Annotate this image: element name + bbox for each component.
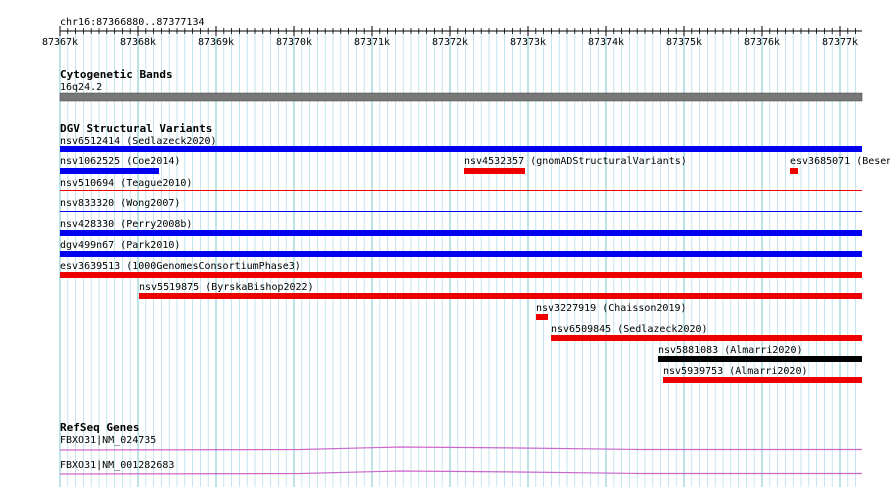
variant-label[interactable]: nsv833320 (Wong2007) [60, 198, 180, 209]
refseq-gene[interactable]: FBXO31|NM_024735 [59, 435, 862, 451]
variant-bar[interactable] [663, 377, 862, 383]
variant-label[interactable]: nsv4532357 (gnomADStructuralVariants) [464, 156, 687, 167]
ruler-tick-label: 87373k [510, 37, 546, 48]
variant-label[interactable]: dgv499n67 (Park2010) [60, 240, 180, 251]
variant-label[interactable]: esv3685071 (Besenbacher2015) [790, 156, 890, 167]
gene-label[interactable]: FBXO31|NM_024735 [60, 435, 156, 446]
refseq-gene[interactable]: FBXO31|NM_001282683 [59, 460, 862, 475]
variant-bar[interactable] [60, 251, 862, 257]
variant-bar[interactable] [536, 314, 548, 320]
variant-label[interactable]: nsv428330 (Perry2008b) [60, 219, 192, 230]
refseq-gene-list[interactable]: FBXO31|NM_024735 FBXO31|NM_001282683 [59, 435, 862, 475]
variant-label[interactable]: nsv510694 (Teague2010) [60, 178, 192, 189]
variant-bar[interactable] [551, 335, 862, 341]
ruler-ticks: 87367k 87368k 87369k 87370k 87371k 87372k 8737… [42, 26, 858, 48]
variant-label[interactable]: nsv1062525 (Coe2014) [60, 156, 180, 167]
variant-label[interactable]: nsv5519875 (ByrskaBishop2022) [139, 282, 314, 293]
dgv-variant[interactable]: nsv4532357 (gnomADStructuralVariants) [464, 156, 687, 174]
variant-bar[interactable] [658, 356, 862, 362]
variant-label[interactable]: nsv3227919 (Chaisson2019) [536, 303, 687, 314]
variant-bar[interactable] [60, 168, 159, 174]
dgv-variant[interactable]: nsv5939753 (Almarri2020) [663, 366, 862, 383]
ruler-tick-label: 87371k [354, 37, 390, 48]
cytoband-bar[interactable] [59, 92, 863, 102]
track-title-cytoband: Cytogenetic Bands [60, 68, 173, 81]
ruler-tick-label: 87372k [432, 37, 468, 48]
variant-bar[interactable] [60, 272, 862, 278]
dgv-variant[interactable]: nsv5519875 (ByrskaBishop2022) [139, 282, 862, 299]
dgv-variant[interactable]: nsv6512414 (Sedlazeck2020) [60, 136, 862, 152]
variant-bar[interactable] [60, 146, 862, 152]
dgv-variant[interactable]: nsv510694 (Teague2010) [60, 178, 862, 191]
variant-label[interactable]: esv3639513 (1000GenomesConsortiumPhase3) [60, 261, 301, 272]
dgv-variant[interactable]: esv3639513 (1000GenomesConsortiumPhase3) [60, 261, 862, 278]
variant-bar[interactable] [790, 168, 798, 174]
variant-label[interactable]: nsv5881083 (Almarri2020) [658, 345, 803, 356]
refseq-track[interactable]: RefSeq Genes FBXO31|NM_024735FBXO31|NM_0… [59, 421, 862, 475]
dgv-variant[interactable]: nsv5881083 (Almarri2020) [658, 345, 862, 362]
background-grid [59, 33, 856, 487]
ruler-tick-label: 87368k [120, 37, 156, 48]
track-title-refseq: RefSeq Genes [60, 421, 139, 434]
dgv-variant[interactable]: nsv6509845 (Sedlazeck2020) [551, 324, 862, 341]
ruler-tick-label: 87369k [198, 37, 234, 48]
cytoband-label: 16q24.2 [60, 82, 102, 93]
variant-bar[interactable] [60, 230, 862, 236]
track-title-dgv: DGV Structural Variants [60, 122, 212, 135]
ruler-tick-label: 87370k [276, 37, 312, 48]
gene-model-line[interactable] [59, 446, 862, 451]
dgv-variant[interactable]: nsv833320 (Wong2007) [60, 198, 862, 212]
dgv-track[interactable]: DGV Structural Variants nsv6512414 (Sedl… [60, 122, 890, 383]
ruler-tick-label: 87375k [666, 37, 702, 48]
cytoband-track[interactable]: Cytogenetic Bands 16q24.2 [59, 68, 863, 102]
dgv-variant[interactable]: nsv3227919 (Chaisson2019) [536, 303, 687, 320]
variant-line[interactable] [60, 190, 862, 191]
variant-bar[interactable] [464, 168, 525, 174]
gene-model-line[interactable] [59, 470, 862, 475]
ruler-tick-label: 87376k [744, 37, 780, 48]
variant-label[interactable]: nsv6512414 (Sedlazeck2020) [60, 136, 217, 147]
dgv-variant[interactable]: nsv428330 (Perry2008b) [60, 219, 862, 236]
ruler-tick-label: 87377k [822, 37, 858, 48]
gene-label[interactable]: FBXO31|NM_001282683 [60, 460, 174, 471]
dgv-variant[interactable]: esv3685071 (Besenbacher2015) [790, 156, 890, 174]
variant-bar[interactable] [139, 293, 862, 299]
variant-line[interactable] [60, 211, 862, 212]
dgv-variant[interactable]: dgv499n67 (Park2010) [60, 240, 862, 257]
variant-label[interactable]: nsv6509845 (Sedlazeck2020) [551, 324, 708, 335]
region-label: chr16:87366880..87377134 [60, 17, 205, 28]
dgv-variant[interactable]: nsv1062525 (Coe2014) [60, 156, 180, 174]
ruler-tick-label: 87374k [588, 37, 624, 48]
ruler[interactable]: chr16:87366880..87377134 87367k 87368k 873… [42, 17, 862, 48]
ruler-tick-label: 87367k [42, 37, 78, 48]
dgv-variant-list[interactable]: nsv6512414 (Sedlazeck2020) nsv1062525 (Co… [60, 136, 890, 383]
variant-label[interactable]: nsv5939753 (Almarri2020) [663, 366, 808, 377]
